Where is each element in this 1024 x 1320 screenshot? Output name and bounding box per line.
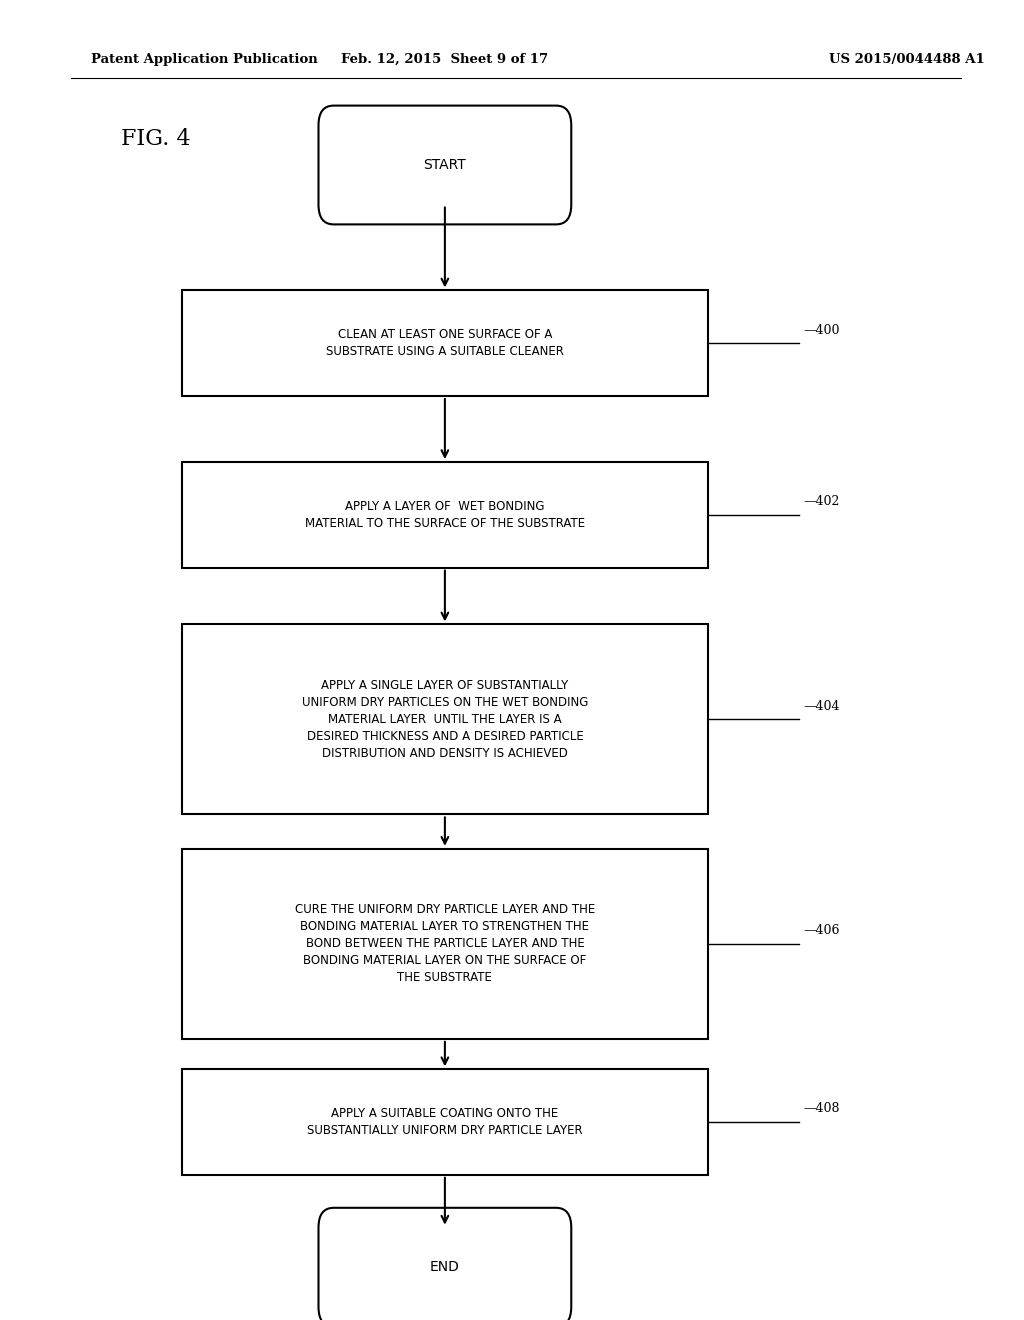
Text: —404: —404 xyxy=(804,700,841,713)
Text: CLEAN AT LEAST ONE SURFACE OF A
SUBSTRATE USING A SUITABLE CLEANER: CLEAN AT LEAST ONE SURFACE OF A SUBSTRAT… xyxy=(326,329,564,358)
FancyBboxPatch shape xyxy=(318,106,571,224)
Text: APPLY A LAYER OF  WET BONDING
MATERIAL TO THE SURFACE OF THE SUBSTRATE: APPLY A LAYER OF WET BONDING MATERIAL TO… xyxy=(305,500,585,529)
Text: CURE THE UNIFORM DRY PARTICLE LAYER AND THE
BONDING MATERIAL LAYER TO STRENGTHEN: CURE THE UNIFORM DRY PARTICLE LAYER AND … xyxy=(295,903,595,985)
Text: —400: —400 xyxy=(804,323,841,337)
Text: END: END xyxy=(430,1261,460,1274)
FancyBboxPatch shape xyxy=(182,462,708,568)
FancyBboxPatch shape xyxy=(182,1069,708,1175)
Text: START: START xyxy=(424,158,466,172)
FancyBboxPatch shape xyxy=(182,290,708,396)
FancyBboxPatch shape xyxy=(182,849,708,1039)
FancyBboxPatch shape xyxy=(182,624,708,814)
Text: FIG. 4: FIG. 4 xyxy=(121,128,190,149)
Text: Patent Application Publication: Patent Application Publication xyxy=(91,53,317,66)
Text: —402: —402 xyxy=(804,495,841,508)
Text: US 2015/0044488 A1: US 2015/0044488 A1 xyxy=(829,53,985,66)
Text: APPLY A SUITABLE COATING ONTO THE
SUBSTANTIALLY UNIFORM DRY PARTICLE LAYER: APPLY A SUITABLE COATING ONTO THE SUBSTA… xyxy=(307,1107,583,1137)
Text: —406: —406 xyxy=(804,924,841,937)
Text: Feb. 12, 2015  Sheet 9 of 17: Feb. 12, 2015 Sheet 9 of 17 xyxy=(341,53,549,66)
Text: —408: —408 xyxy=(804,1102,841,1115)
FancyBboxPatch shape xyxy=(318,1208,571,1320)
Text: APPLY A SINGLE LAYER OF SUBSTANTIALLY
UNIFORM DRY PARTICLES ON THE WET BONDING
M: APPLY A SINGLE LAYER OF SUBSTANTIALLY UN… xyxy=(302,678,588,760)
